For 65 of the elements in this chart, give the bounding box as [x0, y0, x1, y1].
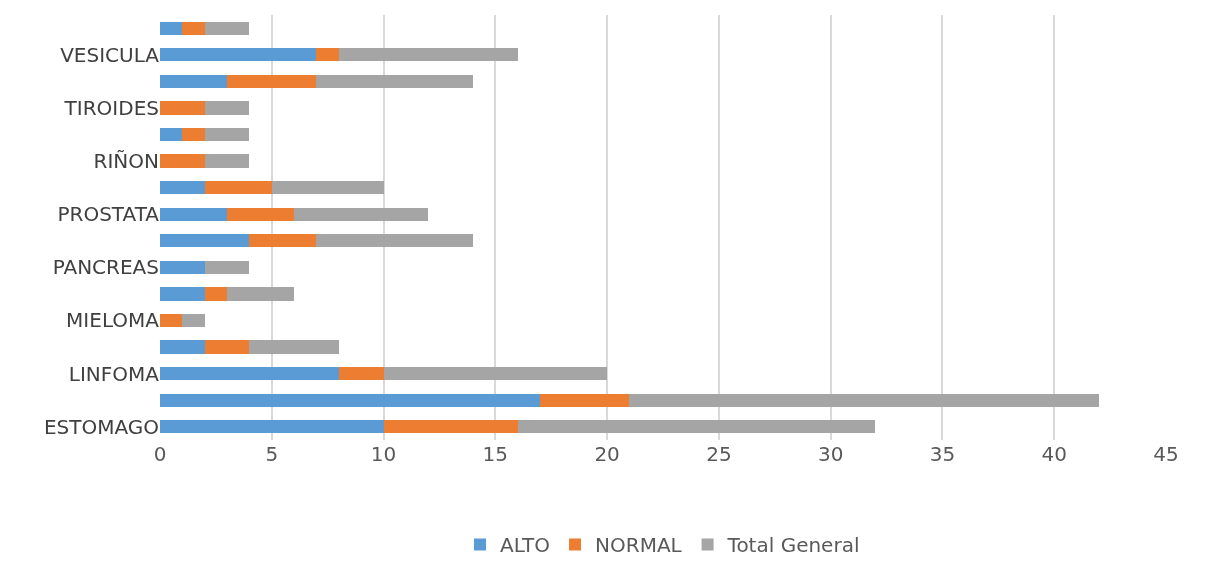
x-tick-label: 0: [153, 442, 167, 466]
bar: [249, 340, 339, 354]
bar: [383, 366, 608, 381]
bar: [316, 74, 473, 89]
bar: [160, 154, 205, 168]
bar: [204, 101, 250, 115]
bar: [227, 287, 295, 301]
bar: [227, 74, 317, 89]
bar: [160, 234, 250, 248]
bar: [294, 207, 429, 221]
bar: [160, 127, 183, 142]
bar: [204, 287, 228, 301]
x-tick-label: 15: [482, 442, 509, 466]
bar: [316, 48, 339, 62]
bar: [182, 21, 205, 35]
bar: [160, 21, 183, 35]
bar: [160, 260, 205, 274]
bar: [204, 181, 272, 195]
x-tick-label: 25: [706, 442, 732, 466]
bar: [383, 420, 518, 434]
bar: [182, 313, 205, 328]
y-tick-label: TIROIDES: [63, 95, 159, 120]
bar: [160, 181, 205, 195]
x-tick-label: 40: [1041, 442, 1067, 466]
bar: [160, 313, 183, 328]
x-tick-label: 35: [929, 442, 956, 466]
y-tick-label: RIÑON: [93, 149, 159, 174]
bar: [204, 21, 250, 35]
bar: [249, 234, 317, 248]
y-tick-label: VESICULA: [60, 42, 160, 67]
bar: [517, 420, 876, 434]
y-tick-label: ESTOMAGO: [43, 414, 159, 439]
bar: [338, 366, 384, 381]
bar: [160, 420, 384, 434]
legend-label: Total General: [726, 533, 860, 558]
legend-label: ALTO: [500, 533, 551, 558]
bar: [316, 234, 473, 248]
x-tick-label: 10: [370, 442, 397, 466]
legend-label: NORMAL: [595, 533, 683, 558]
bar: [204, 154, 250, 168]
bar: [160, 393, 541, 407]
bar: [629, 393, 1099, 407]
x-tick-label: 5: [265, 442, 279, 466]
bar: [160, 366, 339, 381]
bar: [204, 127, 250, 142]
y-tick-label: MIELOMA: [66, 308, 160, 333]
bar: [160, 207, 228, 221]
bar: [204, 260, 250, 274]
bar: [182, 127, 205, 142]
bar: [271, 181, 384, 195]
x-tick-label: 20: [594, 442, 620, 466]
y-tick-label: PROSTATA: [57, 202, 160, 227]
bar: [160, 287, 205, 301]
bar: [160, 48, 317, 62]
y-tick-label: PANCREAS: [52, 255, 159, 280]
x-tick-label: 30: [817, 442, 844, 466]
x-tick-label: 45: [1153, 442, 1179, 466]
bar: [540, 393, 630, 407]
bar: [204, 340, 250, 354]
bar: [160, 101, 205, 115]
bar: [160, 340, 205, 354]
bar: [227, 207, 295, 221]
y-tick-label: LINFOMA: [68, 361, 160, 386]
bar: [160, 74, 228, 89]
bar: [338, 48, 518, 62]
